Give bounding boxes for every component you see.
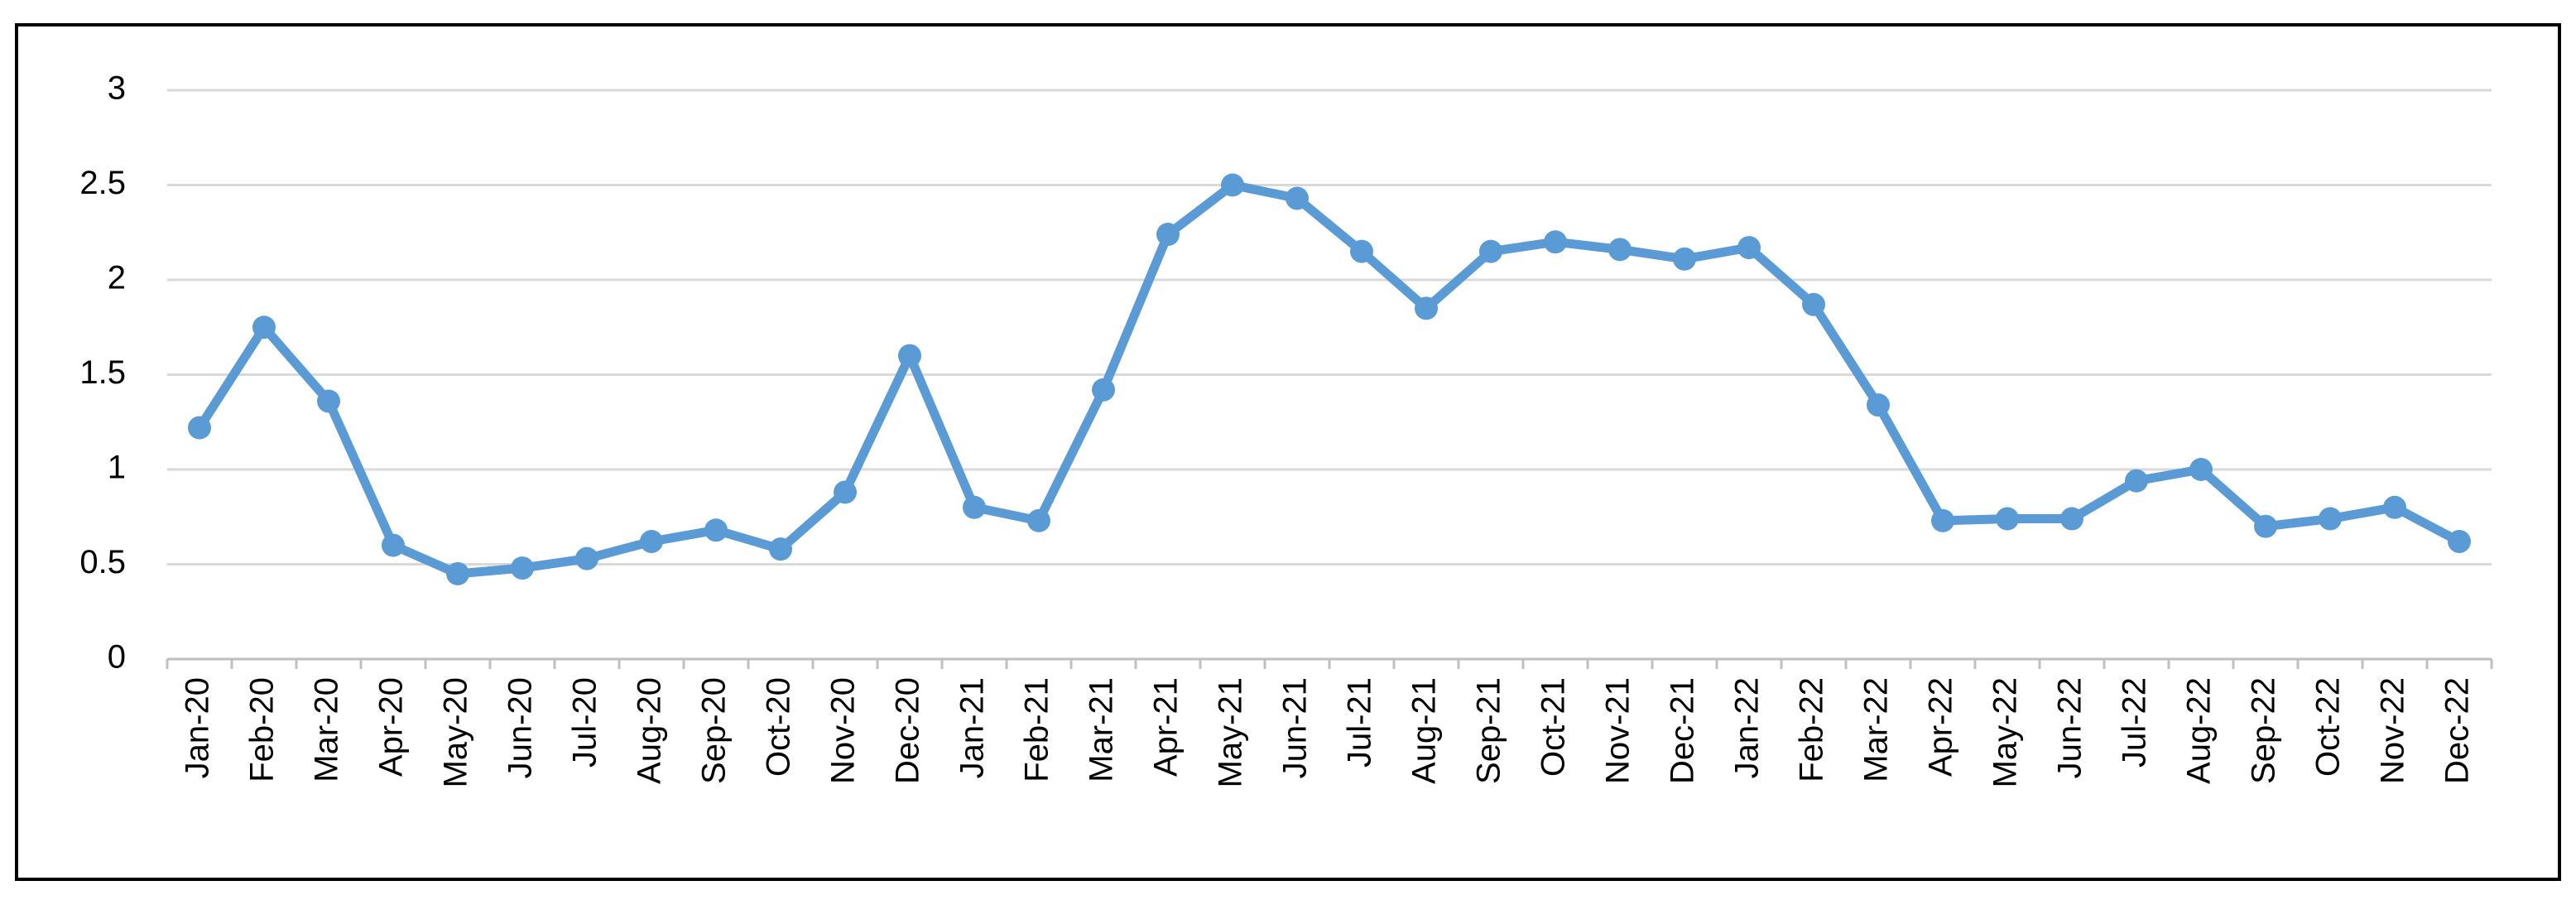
x-tick-label: Mar-22 xyxy=(1858,677,1895,782)
x-tick-label: Nov-21 xyxy=(1600,677,1636,784)
y-tick-label: 1 xyxy=(108,450,126,486)
x-tick-label: Sep-20 xyxy=(696,677,733,784)
marker xyxy=(575,546,598,570)
marker xyxy=(317,389,340,413)
x-tick-label: Aug-22 xyxy=(2181,677,2218,784)
marker xyxy=(834,480,857,504)
x-tick-label: Feb-22 xyxy=(1794,677,1830,782)
marker xyxy=(1027,508,1050,532)
x-tick-label: Jan-20 xyxy=(180,677,216,778)
marker xyxy=(1608,238,1632,262)
x-tick-label: Feb-20 xyxy=(244,677,281,782)
x-tick-label: Jul-20 xyxy=(567,677,603,768)
y-tick-label: 0.5 xyxy=(79,544,126,580)
marker xyxy=(2060,507,2083,531)
marker xyxy=(963,495,986,519)
x-tick-label: Jun-22 xyxy=(2052,677,2088,778)
marker xyxy=(1221,173,1244,197)
x-tick-label: Nov-20 xyxy=(825,677,862,784)
x-tick-label: Aug-20 xyxy=(632,677,668,784)
marker xyxy=(2125,469,2148,493)
x-tick-label: Apr-22 xyxy=(1923,677,1959,777)
chart-border xyxy=(15,23,2561,881)
marker xyxy=(1673,247,1696,271)
y-tick-label: 2.5 xyxy=(79,165,126,201)
x-tick-label: Nov-22 xyxy=(2375,677,2411,784)
x-tick-label: Jul-21 xyxy=(1342,677,1378,768)
y-tick-label: 2 xyxy=(108,260,126,296)
marker xyxy=(382,533,405,557)
marker xyxy=(1737,236,1761,260)
x-tick-label: Oct-21 xyxy=(1536,677,1572,777)
x-tick-label: Feb-21 xyxy=(1019,677,1055,782)
marker xyxy=(769,537,792,561)
x-tick-label: Mar-20 xyxy=(309,677,345,782)
marker xyxy=(704,518,728,542)
marker xyxy=(1867,393,1890,417)
marker xyxy=(1350,239,1373,263)
x-tick-label: Oct-22 xyxy=(2310,677,2347,777)
x-tick-label: Dec-21 xyxy=(1665,677,1701,784)
marker xyxy=(898,344,921,368)
x-tick-label: Oct-20 xyxy=(761,677,797,777)
marker xyxy=(511,556,534,580)
x-tick-label: Apr-20 xyxy=(373,677,410,777)
marker xyxy=(640,530,663,554)
marker xyxy=(2189,458,2213,481)
x-tick-label: May-20 xyxy=(438,677,474,787)
marker xyxy=(188,416,211,440)
y-tick-label: 0 xyxy=(108,639,126,676)
marker xyxy=(1415,296,1438,320)
x-tick-label: Jun-21 xyxy=(1277,677,1314,778)
x-tick-label: Jul-22 xyxy=(2117,677,2153,768)
x-tick-label: Jan-22 xyxy=(1729,677,1766,778)
marker xyxy=(2448,530,2471,554)
x-tick-label: Apr-21 xyxy=(1148,677,1185,777)
marker xyxy=(1286,186,1309,210)
marker xyxy=(1479,239,1502,263)
x-tick-label: Aug-21 xyxy=(1406,677,1443,784)
marker xyxy=(2319,507,2342,531)
x-tick-label: Mar-21 xyxy=(1084,677,1120,782)
y-tick-label: 3 xyxy=(108,70,126,107)
marker xyxy=(1802,292,1825,316)
x-tick-label: Dec-20 xyxy=(890,677,926,784)
y-tick-label: 1.5 xyxy=(79,354,126,391)
marker xyxy=(1544,230,1567,254)
marker xyxy=(2383,495,2406,519)
marker xyxy=(1996,507,2019,531)
marker xyxy=(446,561,469,585)
marker xyxy=(1092,378,1115,402)
x-tick-label: Jun-20 xyxy=(502,677,539,778)
x-tick-label: May-21 xyxy=(1213,677,1249,787)
marker xyxy=(252,315,276,339)
x-tick-label: Dec-22 xyxy=(2439,677,2476,784)
marker xyxy=(2254,514,2277,538)
x-tick-label: May-22 xyxy=(1987,677,2024,787)
x-tick-label: Jan-21 xyxy=(954,677,991,778)
marker xyxy=(1156,223,1180,247)
x-tick-label: Sep-21 xyxy=(1471,677,1507,784)
marker xyxy=(1931,508,1954,532)
x-tick-label: Sep-22 xyxy=(2246,677,2282,784)
